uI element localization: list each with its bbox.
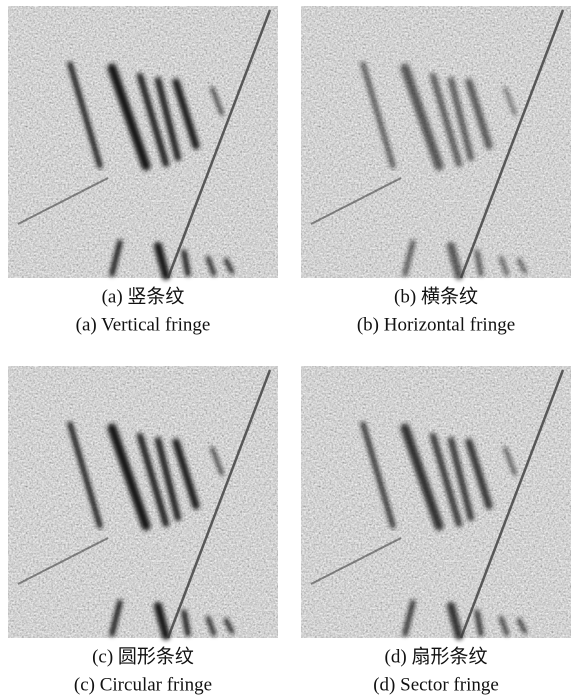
caption-en: (b) Horizontal fringe	[357, 314, 515, 335]
figure: (a) 竖条纹 (a) Vertical fringe (b) 横条纹 (b) Hor…	[0, 0, 571, 696]
caption-en: (d) Sector fringe	[373, 674, 499, 695]
panel-image	[301, 366, 571, 638]
panel-image	[8, 6, 278, 278]
caption-cn: (c) 圆形条纹	[92, 645, 194, 667]
caption-cn: (d) 扇形条纹	[385, 645, 488, 667]
panel	[8, 6, 278, 278]
panel	[8, 366, 278, 638]
caption-cn: (b) 横条纹	[394, 285, 478, 307]
panel-image	[301, 6, 571, 278]
panel-image	[8, 366, 278, 638]
panel	[301, 6, 571, 278]
panel	[301, 366, 571, 638]
caption-en: (a) Vertical fringe	[76, 314, 211, 335]
caption-cn: (a) 竖条纹	[102, 285, 185, 307]
caption-en: (c) Circular fringe	[74, 674, 212, 695]
